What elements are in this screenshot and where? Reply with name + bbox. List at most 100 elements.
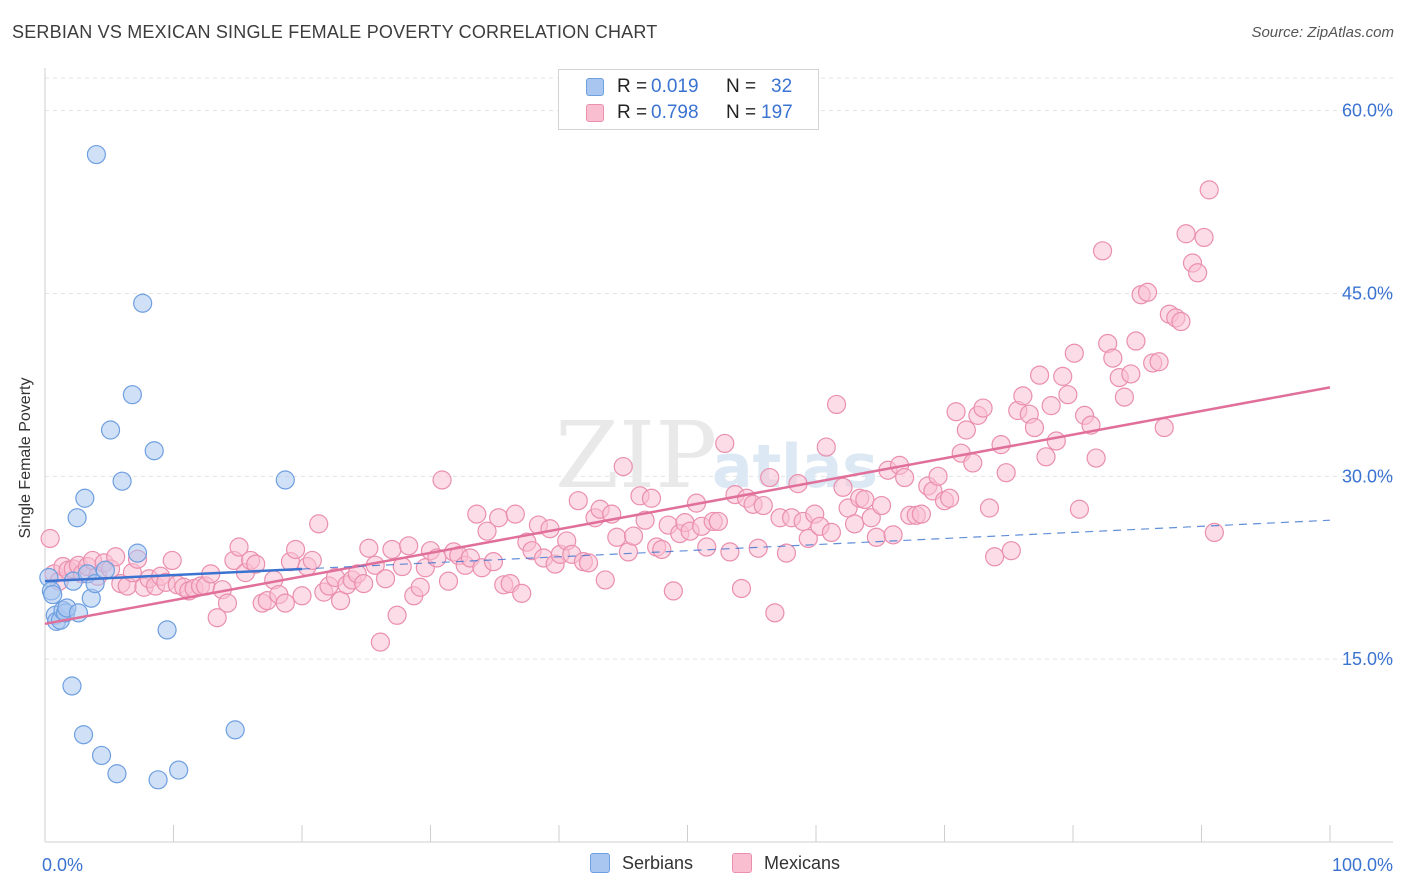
mexicans-point [354, 573, 374, 594]
mexicans-point [956, 420, 976, 440]
mexicans-point [217, 593, 238, 613]
mexicans-point [578, 553, 599, 573]
mexicans-point [1176, 224, 1196, 244]
r-label: R = [617, 76, 648, 97]
tick-labels: 15.0% 30.0% 45.0% 60.0% 0.0% 100.0% [42, 101, 1393, 875]
mexicans-point [285, 539, 306, 560]
serbians-point [225, 720, 245, 740]
serbians-point [157, 620, 177, 640]
mexicans-point [1149, 352, 1169, 372]
mexicans-point [816, 437, 836, 457]
mexicans-point [973, 398, 993, 418]
serbians-point [43, 584, 63, 605]
mexicans-point [370, 632, 390, 652]
mexicans-point [731, 578, 752, 599]
mexicans-point [375, 569, 396, 589]
mexicans-point [883, 525, 903, 545]
stats-swatch-mexicans [586, 104, 604, 122]
mexicans-point [106, 547, 126, 567]
serbians-point [62, 676, 82, 696]
y-tick-label: 30.0% [1342, 466, 1393, 486]
mexicans-point [1001, 541, 1021, 561]
mexicans-point [861, 508, 881, 528]
legend-label: Mexicans [764, 853, 841, 873]
mexicans-point [833, 477, 853, 497]
mexicans-point [720, 542, 740, 562]
mexicans-point [991, 435, 1011, 455]
serbians-point [86, 144, 107, 165]
mexicans-point [826, 394, 847, 415]
mexicans-point [1126, 331, 1146, 351]
y-tick-label: 45.0% [1342, 283, 1393, 303]
serbians-point [95, 560, 115, 580]
stats-swatch-serbians [586, 78, 604, 96]
mexicans-point [1086, 448, 1106, 468]
mexicans-point [963, 453, 983, 473]
mexicans-point [871, 495, 892, 516]
mexicans-point [1194, 227, 1214, 248]
stats-row-mexicans: R = 0.798 N = 197 [559, 101, 818, 127]
mexicans-point [40, 528, 60, 549]
serbians-point [144, 441, 164, 461]
mexicans-point [1199, 180, 1219, 200]
y-tick-label: 15.0% [1342, 649, 1393, 669]
mexicans-point [748, 538, 768, 558]
mexicans-point [438, 571, 459, 591]
mexicans-point [1154, 417, 1174, 438]
mexicans-point [635, 510, 655, 530]
mexicans-point [911, 504, 931, 524]
mexicans-point [292, 586, 312, 606]
mexicans-point [1058, 385, 1078, 405]
mexicans-point [776, 543, 797, 563]
mexicans-point [1121, 364, 1141, 384]
legend-label: Serbians [622, 853, 694, 873]
mexicans-point [595, 570, 615, 590]
mexicans-point [1204, 522, 1224, 543]
x-tick-label: 0.0% [42, 855, 83, 875]
mexicans-point [652, 539, 672, 560]
mexicans-point [979, 498, 1000, 518]
mexicans-point [432, 470, 452, 490]
mexicans-point [1029, 365, 1050, 385]
mexicans-point [623, 526, 644, 546]
serbians-point [148, 770, 168, 790]
mexicans-point [309, 514, 329, 534]
mexicans-point [246, 554, 266, 574]
r-value: 0.019 [651, 76, 699, 97]
mexicans-point [641, 488, 662, 508]
mexicans-point [505, 504, 525, 524]
axes [44, 68, 1393, 843]
mexicans-point [382, 539, 402, 560]
mexicans-point [940, 488, 960, 508]
serbians-point [100, 420, 121, 440]
serbians-point [112, 471, 132, 491]
mexicans-point [946, 402, 966, 422]
mexicans-point [928, 466, 948, 486]
legend: Serbians Mexicans [0, 852, 1406, 876]
mexicans-point [663, 581, 683, 601]
mexicans-point [607, 527, 627, 547]
serbians-point [75, 488, 95, 508]
mexicans-point [229, 537, 249, 557]
mexicans-point [1046, 431, 1066, 451]
serbians-point [91, 745, 112, 766]
serbians-point [67, 508, 87, 528]
serbians-point [133, 293, 153, 313]
mexicans-point [697, 537, 717, 557]
mexicans-point [1064, 343, 1084, 363]
serbians-point [127, 543, 148, 563]
mexicans-point [985, 547, 1005, 567]
mexicans-point [1024, 417, 1045, 438]
mexicans-point [399, 536, 419, 556]
mexicans-point [302, 550, 322, 571]
mexicans-point [1103, 348, 1123, 368]
mexicans-point [765, 603, 785, 623]
mexicans-point [715, 433, 735, 454]
mexicans-point [467, 504, 487, 524]
chart-source: Source: ZipAtlas.com [1251, 24, 1394, 41]
mexicans-point [1092, 241, 1113, 261]
mexicans-point [866, 527, 886, 547]
serbians-trend-line-dashed [301, 519, 1331, 570]
serbians-point [169, 760, 189, 780]
trend-lines [44, 386, 1331, 626]
